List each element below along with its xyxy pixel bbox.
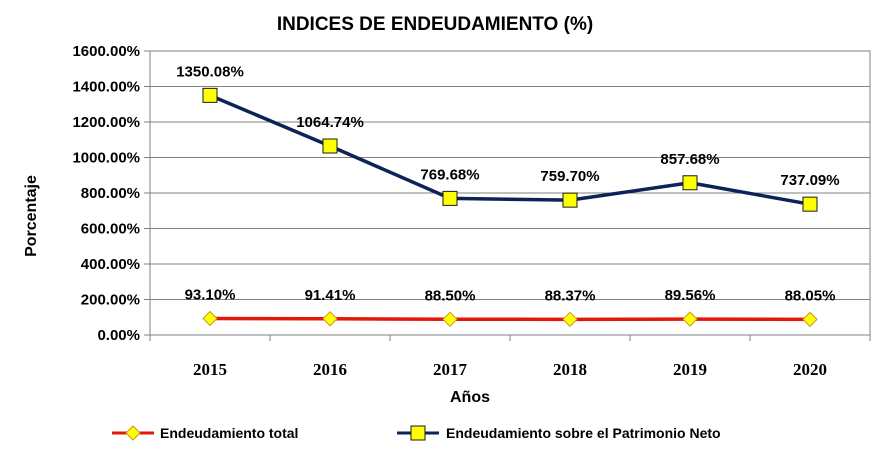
x-tick-label: 2018 xyxy=(553,360,587,379)
legend-marker-1 xyxy=(125,425,141,441)
data-label-2: 1064.74% xyxy=(296,114,364,131)
data-point-1 xyxy=(202,310,218,327)
series-line-1 xyxy=(209,316,811,322)
data-label-2: 759.70% xyxy=(540,168,599,185)
data-point-2 xyxy=(802,196,818,212)
plot-area: 0.00% 200.00% 400.00% 600.00% 800.00% 1000.00… xyxy=(72,43,871,379)
chart-title: INDICES DE ENDEUDAMIENTO (%) xyxy=(277,14,593,35)
data-point-2 xyxy=(322,138,338,154)
data-point-1 xyxy=(682,311,698,327)
legend-label-2: Endeudamiento sobre el Patrimonio Neto xyxy=(446,425,721,441)
x-tick-label: 2015 xyxy=(193,360,227,379)
data-point-2 xyxy=(562,192,578,208)
data-label-1: 93.10% xyxy=(185,286,236,303)
y-tick-label: 0.00% xyxy=(97,327,140,344)
y-tick-label: 600.00% xyxy=(81,221,140,238)
data-point-2 xyxy=(682,175,698,191)
series-line-2 xyxy=(209,93,811,206)
data-point-1 xyxy=(802,311,818,328)
y-tick-label: 800.00% xyxy=(81,185,140,202)
data-point-1 xyxy=(562,311,578,328)
y-tick-label: 400.00% xyxy=(81,256,140,273)
data-label-2: 857.68% xyxy=(660,151,719,168)
x-tick-label: 2017 xyxy=(433,360,468,379)
data-point-2 xyxy=(202,87,218,103)
y-tick-label: 1200.00% xyxy=(72,114,140,131)
data-label-1: 88.50% xyxy=(425,287,476,304)
legend-marker-2 xyxy=(410,425,426,441)
data-label-2: 769.68% xyxy=(420,166,479,183)
legend-label-1: Endeudamiento total xyxy=(160,425,298,441)
data-point-2 xyxy=(442,190,458,206)
x-tick-label: 2019 xyxy=(673,360,707,379)
y-tick-label: 1000.00% xyxy=(72,150,140,167)
y-tick-label: 200.00% xyxy=(81,292,140,309)
x-tick-label: 2016 xyxy=(313,360,347,379)
data-label-1: 91.41% xyxy=(305,287,356,304)
x-tick-label: 2020 xyxy=(793,360,827,379)
y-tick-label: 1400.00% xyxy=(72,79,140,96)
legend: Endeudamiento total Endeudamiento sobre e… xyxy=(112,425,721,441)
y-axis-label: Porcentaje xyxy=(23,175,40,257)
data-label-1: 88.05% xyxy=(785,287,836,304)
data-label-1: 88.37% xyxy=(545,287,596,304)
y-tick-label: 1600.00% xyxy=(72,43,140,60)
data-label-2: 1350.08% xyxy=(176,63,244,80)
data-point-1 xyxy=(322,311,338,327)
data-point-1 xyxy=(442,311,458,327)
data-label-1: 89.56% xyxy=(665,287,716,304)
x-axis-label: Años xyxy=(450,389,490,406)
data-label-2: 737.09% xyxy=(780,172,839,189)
